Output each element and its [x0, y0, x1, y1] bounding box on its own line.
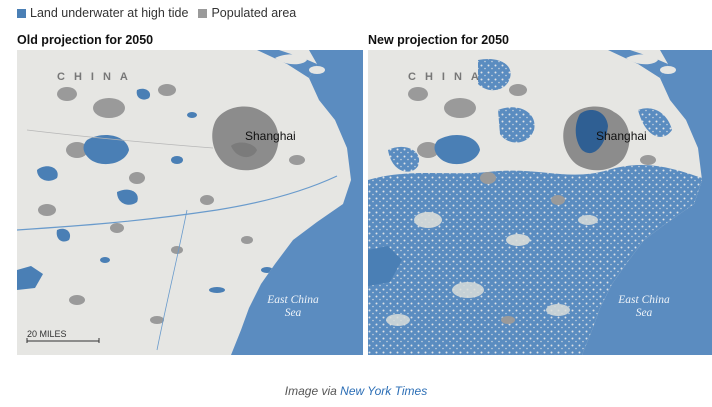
populated-swatch-icon	[198, 8, 208, 18]
new-projection-title: New projection for 2050	[368, 33, 510, 47]
legend-item-populated: Populated area	[198, 6, 296, 20]
sea-label-line2: Sea	[636, 307, 653, 319]
image-caption: Image via New York Times	[0, 384, 712, 398]
caption-prefix: Image via	[284, 384, 337, 398]
china-region-label: CHINA	[408, 71, 488, 83]
scale-bar: 20 MILES	[26, 329, 100, 343]
scale-bar-label: 20 MILES	[27, 329, 67, 339]
shanghai-label: Shanghai	[245, 129, 296, 143]
legend-label-populated: Populated area	[211, 6, 297, 20]
old-projection-map: CHINA Shanghai East China Sea 20 MILES	[17, 50, 363, 355]
source-link[interactable]: New York Times	[340, 384, 428, 398]
sea-label-line1: East China	[617, 294, 670, 306]
shanghai-urban-area	[212, 106, 279, 171]
legend-label-underwater: Land underwater at high tide	[30, 6, 189, 20]
map-legend: Land underwater at high tide Populated a…	[17, 6, 306, 20]
lake	[83, 135, 129, 165]
old-projection-title: Old projection for 2050	[17, 33, 154, 47]
sea-label-line2: Sea	[285, 307, 302, 319]
legend-item-underwater: Land underwater at high tide	[17, 6, 188, 20]
china-region-label: CHINA	[57, 71, 137, 83]
shanghai-label: Shanghai	[596, 129, 647, 143]
sea-label-line1: East China	[266, 294, 319, 306]
new-projection-map: CHINA Shanghai East China Sea	[368, 50, 712, 355]
underwater-swatch-icon	[17, 8, 26, 18]
